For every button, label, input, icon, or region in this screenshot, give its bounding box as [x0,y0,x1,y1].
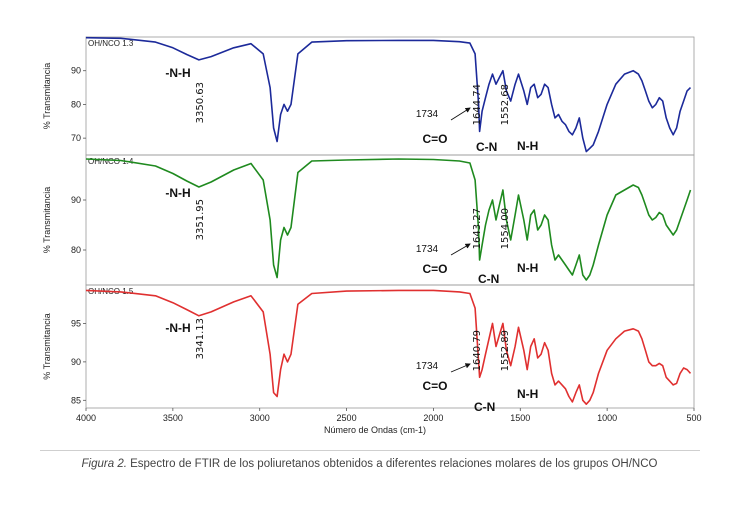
panel-frame [85,284,695,409]
x-tick-label: 1500 [510,413,530,423]
x-tick-label: 2500 [337,413,357,423]
co-annotation: C=O [422,262,447,276]
panel-title: OH/NCO 1.3 [88,39,134,48]
nh-peak-label: 3351.95 [195,199,206,240]
y-tick-label: 95 [71,318,81,328]
spectrum-line [85,289,692,405]
panel-title: OH/NCO 1.4 [88,157,134,166]
co-wavenumber-label: 1734 [416,361,439,372]
cn-annotation: C-N [478,272,499,286]
co-annotation: C=O [422,379,447,393]
nh-annotation: -N-H [165,186,190,200]
peak-label-1: 1640.79 [472,330,483,371]
x-tick-label: 2000 [423,413,443,423]
x-tick-label: 1000 [597,413,617,423]
y-tick-label: 90 [71,195,81,205]
y-tick-label: 70 [71,133,81,143]
spectrum-line [85,158,692,281]
co-arrow [450,243,471,256]
nh-bend-annotation: N-H [517,387,538,401]
nh-bend-annotation: N-H [517,139,538,153]
co-wavenumber-label: 1734 [416,244,439,255]
x-tick-label: 500 [686,413,701,423]
figure-caption: Figura 2. Espectro de FTIR de los poliur… [0,458,739,470]
peak-label-1: 1644.74 [472,84,483,125]
nh-bend-annotation: N-H [517,261,538,275]
co-arrow [450,107,471,121]
y-axis-label: % Transmitancia [42,313,52,380]
cn-annotation: C-N [476,140,497,154]
x-tick-label: 4000 [76,413,96,423]
panel-1: 70 80 90 % Transmitancia OH/NCO 1.3 -N-H 3350.… [42,36,695,156]
y-tick-label: 90 [71,66,81,76]
y-tick-label: 80 [71,245,81,255]
nh-annotation: -N-H [165,66,190,80]
y-axis-label: % Transmitancia [42,63,52,130]
nh-peak-label: 3350.63 [195,82,206,123]
x-tick-label: 3000 [250,413,270,423]
peak-label-2: 1552.89 [500,330,511,371]
caption-separator [40,450,700,451]
caption-label: Figura 2. [81,458,127,470]
y-tick-label: 80 [71,99,81,109]
y-tick-label: 90 [71,357,81,367]
nh-peak-label: 3341.13 [195,318,206,359]
cn-annotation: C-N [474,400,495,414]
peak-label-1: 1643.27 [472,208,483,249]
nh-annotation: -N-H [165,321,190,335]
spectrum-line [85,36,692,153]
co-annotation: C=O [422,132,447,146]
co-arrow [450,363,471,373]
peak-label-2: 1554.00 [500,208,511,249]
x-tick-label: 3500 [163,413,183,423]
co-wavenumber-label: 1734 [416,109,439,120]
caption-text: Espectro de FTIR de los poliuretanos obt… [126,458,658,470]
y-axis-label: % Transmitancia [42,187,52,254]
x-axis-label: Número de Ondas (cm-1) [324,425,426,435]
peak-label-2: 1552.68 [500,84,511,125]
ftir-chart: 70 80 90 % Transmitancia OH/NCO 1.3 -N-H 3350.… [42,36,702,435]
y-tick-label: 85 [71,395,81,405]
panel-2: 80 90 % Transmitancia OH/NCO 1.4 -N-H 3351.95… [42,154,695,286]
ftir-figure: 70 80 90 % Transmitancia OH/NCO 1.3 -N-H 3350.… [42,36,702,435]
